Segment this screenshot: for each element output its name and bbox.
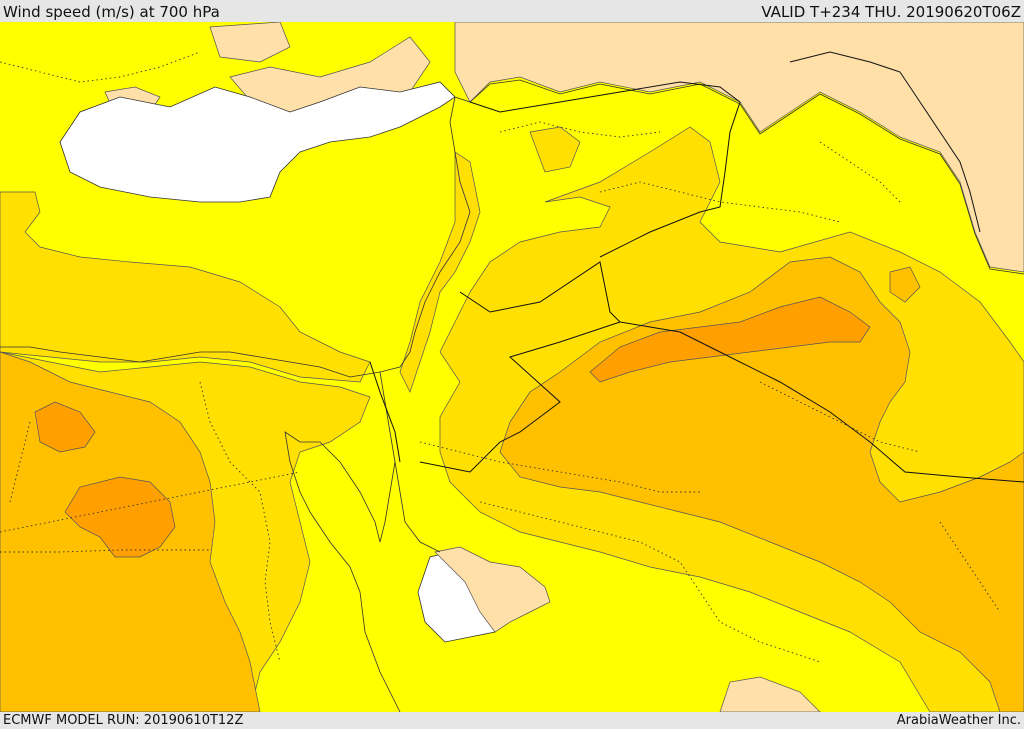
- border-iraq-iran: [789, 51, 981, 233]
- calm-region-small-2: [209, 22, 291, 63]
- calm-region-north: [454, 22, 1024, 273]
- map-canvas: [0, 22, 1024, 712]
- credit: ArabiaWeather Inc.: [896, 713, 1021, 728]
- wind-max-west-2: [64, 476, 176, 558]
- wind-max-east: [589, 296, 871, 383]
- header-bar: Wind speed (m/s) at 700 hPa VALID T+234 …: [0, 0, 1024, 22]
- admin-boundary-8: [499, 121, 661, 138]
- wind-max-west-1: [34, 401, 96, 453]
- valid-time: VALID T+234 THU. 20190620T06Z: [761, 3, 1021, 21]
- wind-band-syria: [529, 126, 581, 173]
- admin-boundary-12: [9, 421, 31, 503]
- admin-boundary-2: [0, 549, 210, 553]
- calm-region-arabia-west: [434, 546, 551, 633]
- admin-boundary-9: [819, 141, 901, 203]
- coastline-sinai: [284, 371, 401, 712]
- admin-boundary-4: [419, 441, 700, 493]
- border-iraq-saudi: [619, 321, 1024, 483]
- wind-band-west: [0, 191, 371, 383]
- admin-boundary-1: [0, 471, 301, 533]
- wind-core-small: [889, 266, 921, 303]
- coastline-north: [454, 79, 1024, 275]
- border-syria-turkey: [469, 81, 741, 258]
- coastline-arabia: [394, 461, 441, 553]
- sea-mediterranean: [59, 81, 456, 203]
- coastline-levant: [0, 96, 471, 378]
- model-run: ECMWF MODEL RUN: 20190610T12Z: [3, 713, 244, 728]
- admin-boundary-10: [0, 51, 201, 83]
- border-egypt-israel: [369, 361, 401, 463]
- footer-bar: ECMWF MODEL RUN: 20190610T12Z ArabiaWeat…: [0, 712, 1024, 729]
- map-title: Wind speed (m/s) at 700 hPa: [3, 3, 220, 21]
- calm-region-south: [719, 676, 821, 712]
- admin-boundary-3: [199, 381, 281, 663]
- border-jordan: [419, 261, 621, 473]
- admin-boundary-6: [599, 181, 841, 223]
- wind-speed-map: [0, 22, 1024, 712]
- admin-boundary-11: [939, 521, 1001, 613]
